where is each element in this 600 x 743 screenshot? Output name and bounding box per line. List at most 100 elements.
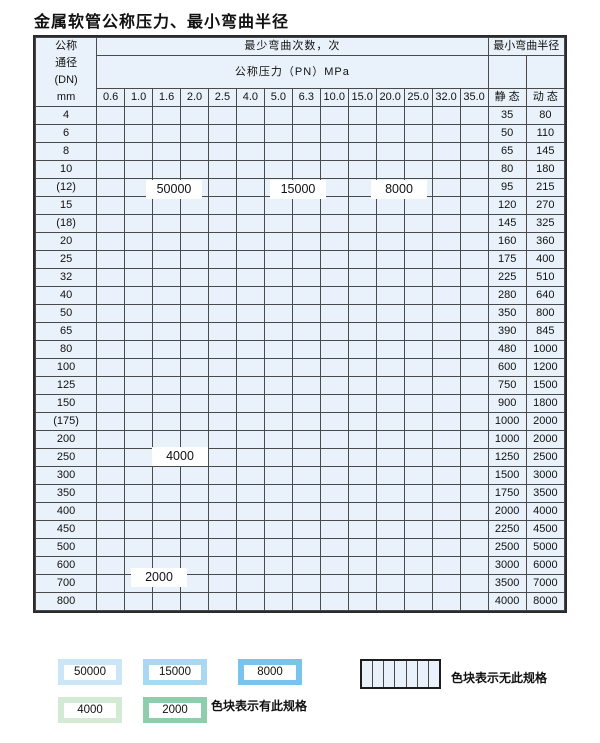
row-static-radius: 280 (487, 286, 527, 305)
cell-r16-c5 (235, 394, 265, 413)
cell-r11-c7 (291, 304, 321, 323)
cell-r13-c11 (403, 340, 433, 359)
cell-r21-c13 (459, 484, 489, 503)
cell-r1-c2 (152, 124, 182, 143)
value-callout-2000: 2000 (131, 568, 187, 587)
cell-r4-c0 (96, 178, 126, 197)
cell-r20-c3 (180, 466, 209, 485)
cell-r7-c7 (291, 232, 321, 251)
cell-r24-c5 (235, 538, 265, 557)
cell-r2-c4 (207, 142, 237, 161)
cell-r8-c10 (375, 250, 405, 269)
cell-r2-c6 (263, 142, 293, 161)
cell-r3-c4 (207, 160, 237, 179)
cell-r22-c9 (347, 502, 377, 521)
cell-r10-c4 (207, 286, 237, 305)
cell-r11-c1 (124, 304, 154, 323)
row-static-radius: 2000 (487, 502, 527, 521)
cell-r26-c7 (291, 574, 321, 593)
cell-r10-c13 (459, 286, 489, 305)
cell-r25-c4 (207, 556, 237, 575)
cell-r21-c8 (319, 484, 349, 503)
row-dn-label: 65 (34, 322, 98, 341)
legend-swatch-cell (362, 661, 374, 687)
cell-r13-c1 (124, 340, 154, 359)
table-row: 450 2250 4500 (34, 520, 566, 539)
cell-r3-c11 (403, 160, 433, 179)
cell-r3-c13 (459, 160, 489, 179)
row-dn-label: 32 (34, 268, 98, 287)
cell-r2-c9 (347, 142, 377, 161)
cell-r2-c10 (375, 142, 405, 161)
cell-r14-c1 (124, 358, 154, 377)
cell-r6-c8 (319, 214, 349, 233)
cell-r22-c7 (291, 502, 321, 521)
cell-r2-c3 (180, 142, 209, 161)
cell-r2-c2 (152, 142, 182, 161)
cell-r2-c1 (124, 142, 154, 161)
cell-r11-c12 (431, 304, 461, 323)
table-body: 4 35 80 6 50 110 8 65 145 10 80 180 (12) 95 215 15 120 27… (34, 106, 566, 611)
cell-r20-c12 (431, 466, 461, 485)
cell-r5-c11 (403, 196, 433, 215)
header-dn-line-0: 公称 (55, 40, 78, 52)
header-pressure-2.5: 2.5 (207, 88, 237, 107)
row-dynamic-radius: 4500 (525, 520, 566, 539)
cell-r8-c6 (263, 250, 293, 269)
legend-chip-label: 4000 (64, 702, 116, 718)
cell-r23-c7 (291, 520, 321, 539)
row-static-radius: 600 (487, 358, 527, 377)
cell-r11-c13 (459, 304, 489, 323)
cell-r23-c4 (207, 520, 237, 539)
cell-r5-c1 (124, 196, 154, 215)
cell-r20-c11 (403, 466, 433, 485)
cell-r6-c2 (152, 214, 182, 233)
legend-chip-2000: 2000 (143, 697, 207, 723)
cell-r27-c9 (347, 592, 377, 611)
row-dynamic-radius: 215 (525, 178, 566, 197)
cell-r11-c5 (235, 304, 265, 323)
cell-r1-c1 (124, 124, 154, 143)
cell-r22-c1 (124, 502, 154, 521)
row-static-radius: 95 (487, 178, 527, 197)
cell-r8-c12 (431, 250, 461, 269)
cell-r12-c9 (347, 322, 377, 341)
cell-r13-c0 (96, 340, 126, 359)
cell-r23-c2 (152, 520, 182, 539)
cell-r10-c5 (235, 286, 265, 305)
cell-r6-c5 (235, 214, 265, 233)
header-row-1: 公称 通径 (DN) mm 最少弯曲次数，次 最小弯曲半径 (34, 37, 566, 107)
cell-r18-c9 (347, 430, 377, 449)
cell-r0-c4 (207, 106, 237, 125)
cell-r14-c0 (96, 358, 126, 377)
row-static-radius: 2500 (487, 538, 527, 557)
row-static-radius: 1250 (487, 448, 527, 467)
cell-r15-c6 (263, 376, 293, 395)
cell-r27-c11 (403, 592, 433, 611)
cell-r27-c8 (319, 592, 349, 611)
row-static-radius: 390 (487, 322, 527, 341)
cell-r27-c4 (207, 592, 237, 611)
cell-r21-c10 (375, 484, 405, 503)
spec-table-container: 公称 通径 (DN) mm 最少弯曲次数，次 最小弯曲半径 公称压力（PN）MPa 0… (33, 35, 567, 613)
row-dynamic-radius: 270 (525, 196, 566, 215)
table-row: 700 3500 7000 (34, 574, 566, 593)
cell-r4-c5 (235, 178, 265, 197)
cell-r24-c8 (319, 538, 349, 557)
cell-r17-c0 (96, 412, 126, 431)
cell-r13-c7 (291, 340, 321, 359)
cell-r1-c3 (180, 124, 209, 143)
cell-r7-c12 (431, 232, 461, 251)
cell-r20-c9 (347, 466, 377, 485)
cell-r9-c1 (124, 268, 154, 287)
header-static: 静 态 (487, 88, 527, 107)
row-dynamic-radius: 4000 (525, 502, 566, 521)
cell-r6-c11 (403, 214, 433, 233)
cell-r1-c12 (431, 124, 461, 143)
cell-r24-c10 (375, 538, 405, 557)
cell-r27-c5 (235, 592, 265, 611)
legend-chip-label: 15000 (149, 664, 201, 680)
row-static-radius: 750 (487, 376, 527, 395)
table-row: (18) 145 325 (34, 214, 566, 233)
header-pressure-5.0: 5.0 (263, 88, 293, 107)
